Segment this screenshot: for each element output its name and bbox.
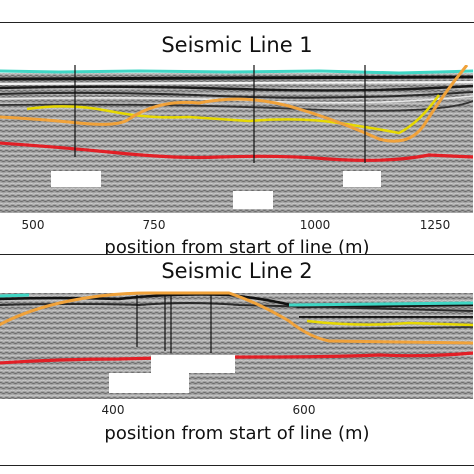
label-boxes — [51, 171, 381, 209]
cyan-horizon — [0, 69, 473, 75]
strong-reflectors — [0, 293, 473, 330]
x-tick-label: 500 — [21, 218, 45, 232]
seismic-section-2-graphic — [0, 287, 473, 399]
x-tick-label: 1000 — [299, 218, 331, 232]
seismic-panel-1: Seismic Line 1 — [0, 22, 474, 258]
cyan-horizon — [0, 293, 473, 307]
vertical-markers — [136, 295, 212, 353]
x-tick-label: 600 — [292, 403, 316, 417]
x-tick-label: 400 — [101, 403, 125, 417]
vertical-markers — [74, 65, 366, 163]
yellow-horizon — [26, 94, 441, 135]
x-axis-label: position from start of line (m) — [104, 237, 370, 258]
seismic-section-1-graphic — [0, 65, 473, 213]
x-tick-label: 1250 — [419, 218, 451, 232]
orange-horizon — [0, 291, 473, 345]
x-tick-label: 750 — [142, 218, 166, 232]
seismic-section-2 — [0, 287, 473, 399]
red-horizon — [0, 351, 473, 365]
seismic-section-1 — [0, 65, 473, 213]
water-column — [0, 287, 473, 293]
seismic-panel-2: Seismic Line 2 — [0, 254, 474, 466]
label-boxes — [109, 355, 235, 393]
yellow-horizon — [306, 319, 473, 327]
strong-reflectors — [0, 75, 473, 112]
panel-title: Seismic Line 1 — [161, 33, 313, 57]
panel-title: Seismic Line 2 — [161, 259, 313, 283]
x-axis-label: position from start of line (m) — [104, 423, 370, 444]
red-horizon — [0, 141, 473, 162]
